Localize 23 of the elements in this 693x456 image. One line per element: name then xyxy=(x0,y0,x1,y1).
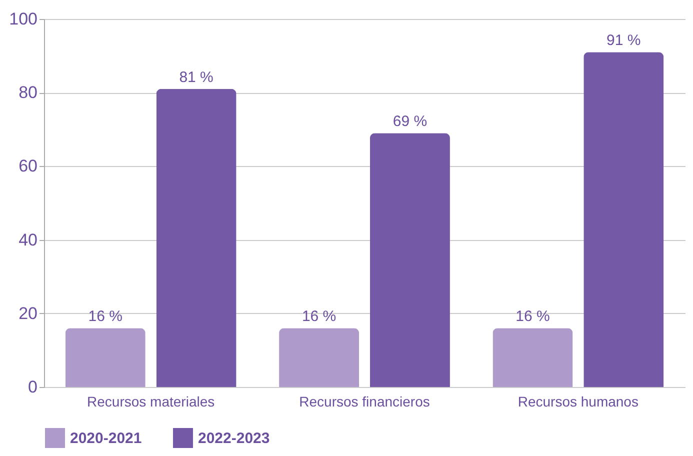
bar xyxy=(279,328,360,387)
data-label: 91 % xyxy=(606,32,641,50)
y-tick-label: 100 xyxy=(9,10,38,28)
y-tick-label: 60 xyxy=(18,156,38,176)
data-label: 16 % xyxy=(88,308,122,326)
bar xyxy=(370,133,450,387)
bar xyxy=(65,328,146,387)
legend-label: 2020-2021 xyxy=(70,430,142,447)
data-label: 81 % xyxy=(179,68,214,86)
y-tick-label: 40 xyxy=(18,230,38,250)
bar xyxy=(156,88,236,387)
bar xyxy=(492,328,573,387)
x-tick-label: Recursos humanos xyxy=(518,394,638,410)
data-label: 69 % xyxy=(392,113,428,130)
bar xyxy=(584,52,664,387)
y-tick-label: 80 xyxy=(18,83,38,102)
data-label: 16 % xyxy=(516,308,550,326)
legend-label: 2022-2023 xyxy=(198,430,270,447)
y-tick-label: 0 xyxy=(28,378,38,396)
x-tick-label: Recursos materiales xyxy=(87,394,215,410)
y-tick-label: 20 xyxy=(18,304,38,323)
data-label: 16 % xyxy=(302,308,336,326)
x-tick-label: Recursos financieros xyxy=(299,394,430,410)
